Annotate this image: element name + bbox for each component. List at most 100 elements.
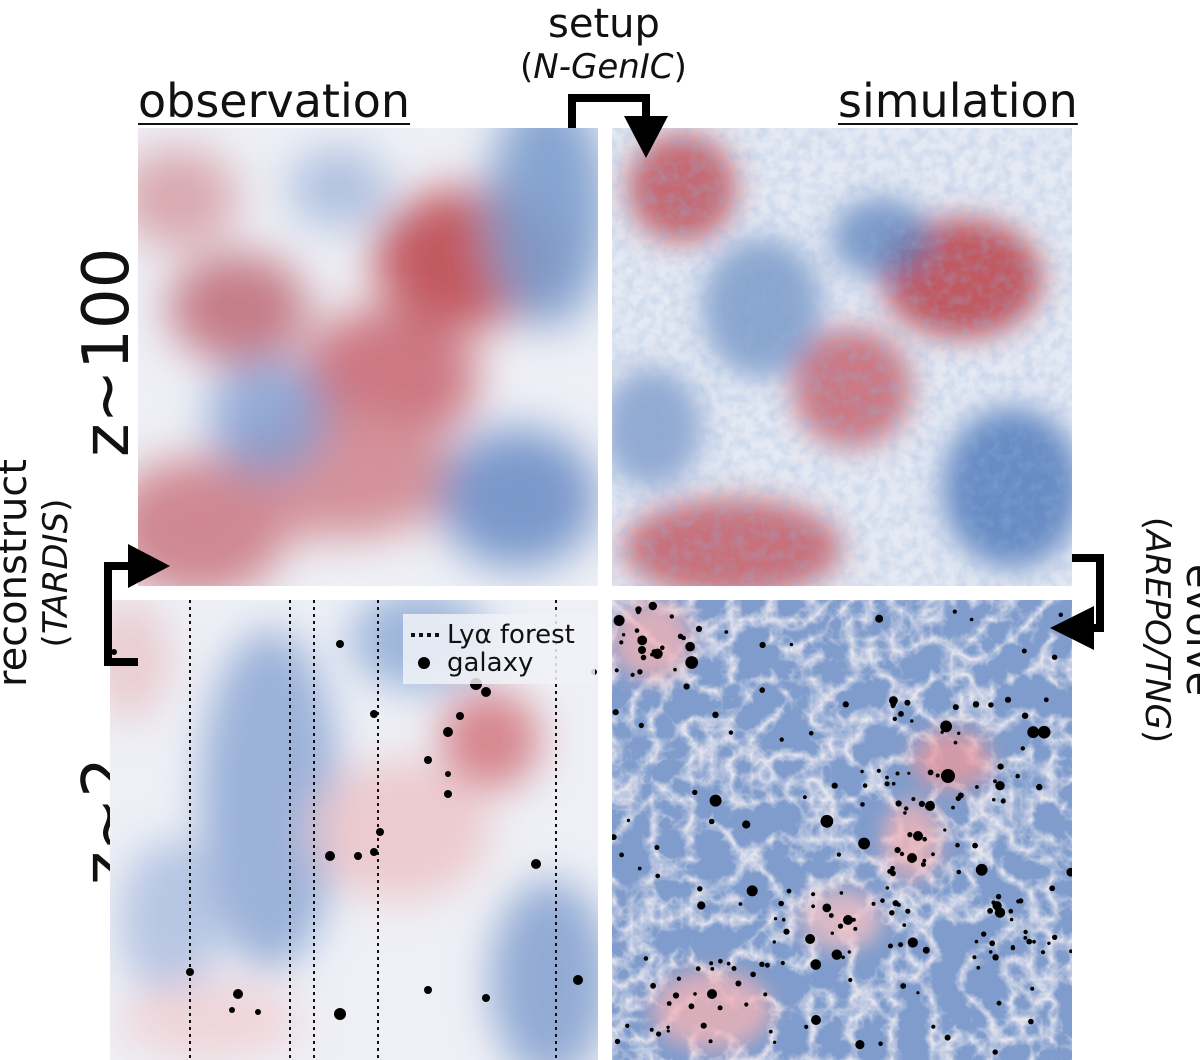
galaxy-marker (1040, 950, 1046, 955)
galaxy-marker (688, 1003, 695, 1010)
galaxy-marker (974, 939, 979, 944)
galaxy-marker (1009, 917, 1014, 922)
observation-z100-panel (138, 128, 598, 586)
galaxy-marker (649, 1027, 654, 1032)
galaxy-marker (370, 848, 378, 856)
galaxy-marker (858, 837, 870, 850)
galaxy-marker (997, 763, 1004, 770)
galaxy-marker (424, 756, 432, 764)
galaxy-marker (443, 727, 453, 737)
setup-label: setup (548, 1, 660, 47)
galaxy-marker (972, 955, 977, 960)
galaxy-marker (903, 811, 907, 815)
legend-box: Lyα forest galaxy (403, 614, 595, 684)
galaxy-marker (1010, 945, 1015, 949)
simulation-z100-panel (612, 128, 1072, 586)
galaxy-marker (880, 898, 885, 903)
galaxy-marker (789, 642, 794, 647)
galaxy-marker (738, 902, 743, 906)
galaxy-marker (885, 886, 889, 890)
galaxy-marker (612, 709, 619, 716)
galaxy-marker (810, 961, 815, 966)
galaxy-marker (839, 891, 844, 895)
galaxy-marker (842, 701, 849, 708)
galaxy-marker (931, 852, 935, 857)
galaxy-marker (972, 842, 978, 849)
galaxy-marker (1023, 929, 1028, 935)
galaxy-marker (811, 1015, 821, 1025)
simulation-header: simulation (838, 74, 1078, 128)
galaxy-marker (831, 782, 838, 789)
galaxy-marker (811, 904, 815, 909)
galaxy-marker (233, 989, 243, 999)
galaxy-marker (922, 836, 927, 842)
galaxy-marker (820, 814, 834, 828)
galaxy-marker (637, 669, 643, 675)
galaxy-marker (229, 1007, 235, 1013)
galaxy-marker (772, 1040, 777, 1044)
galaxy-marker (943, 828, 947, 832)
galaxy-marker (1066, 867, 1072, 877)
galaxy-marker (891, 781, 896, 786)
galaxy-marker (904, 699, 911, 706)
galaxy-marker (744, 1002, 749, 1007)
evolve-word: evolve (1177, 563, 1200, 697)
galaxy-marker (952, 704, 959, 711)
galaxy-marker (904, 806, 909, 811)
galaxy-marker (902, 923, 907, 927)
galaxy-marker (718, 958, 723, 964)
galaxy-marker (995, 781, 1005, 791)
simulation-z2-field (612, 600, 1072, 1060)
galaxy-marker (630, 672, 635, 677)
galaxy-marker (648, 601, 657, 611)
galaxy-marker (991, 900, 996, 905)
galaxy-marker (935, 773, 940, 778)
galaxy-marker (1001, 798, 1006, 803)
galaxy-marker (944, 1034, 951, 1041)
galaxy-marker (848, 977, 853, 983)
galaxy-marker (759, 961, 765, 967)
galaxy-marker (892, 900, 899, 907)
simulation-z2-galaxies (612, 601, 1072, 1055)
galaxy-marker (994, 907, 1006, 918)
galaxy-marker (811, 892, 816, 897)
galaxy-marker (988, 950, 993, 954)
galaxy-marker (778, 900, 784, 907)
simulation-z2-panel (612, 600, 1072, 1060)
galaxy-marker (878, 1041, 883, 1046)
galaxy-marker (905, 908, 911, 914)
galaxy-marker (731, 966, 737, 971)
galaxy-marker (640, 654, 647, 661)
galaxy-marker (669, 614, 674, 619)
galaxy-marker (987, 908, 993, 914)
galaxy-marker (685, 656, 699, 669)
galaxy-marker (325, 851, 335, 861)
galaxy-marker (807, 936, 813, 942)
galaxy-marker (111, 649, 117, 655)
legend-galaxy-swatch (418, 657, 430, 669)
galaxy-marker (920, 862, 926, 867)
galaxy-marker (666, 1001, 672, 1006)
galaxy-marker (975, 863, 988, 876)
galaxy-marker (724, 630, 729, 634)
legend-forest-swatch (411, 633, 441, 637)
galaxy-marker (875, 614, 884, 623)
galaxy-marker (898, 942, 904, 948)
galaxy-marker (836, 852, 841, 857)
reconstruct-word: reconstruct (0, 459, 36, 687)
galaxy-marker (768, 1029, 773, 1034)
galaxy-marker (1008, 908, 1014, 914)
galaxy-marker (708, 818, 715, 825)
galaxy-marker (638, 646, 646, 654)
galaxy-marker (763, 992, 768, 997)
galaxy-marker (988, 702, 994, 708)
galaxy-marker (614, 668, 619, 673)
legend-forest-label: Lyα forest (447, 620, 575, 650)
galaxy-marker (742, 820, 751, 829)
galaxy-marker (953, 740, 958, 745)
galaxy-marker (626, 818, 631, 823)
galaxy-marker (913, 831, 923, 841)
galaxy-marker (822, 903, 832, 913)
galaxy-marker (955, 842, 960, 848)
galaxy-marker (884, 781, 890, 787)
